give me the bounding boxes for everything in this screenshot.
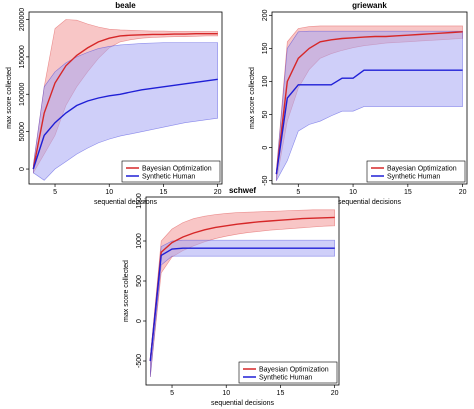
x-tick-label: 5 — [170, 390, 174, 397]
x-tick-label: 20 — [214, 189, 222, 196]
y-tick-label: 50 — [262, 111, 269, 119]
confidence-band-synthetic — [150, 239, 336, 378]
y-tick-label: 0 — [262, 146, 269, 150]
legend-label-synthetic: Synthetic Human — [142, 174, 195, 181]
series-line-bayesian — [275, 31, 463, 175]
legend-box — [366, 160, 466, 183]
x-axis-label: sequential decisions — [94, 199, 158, 206]
y-tick-label: -500 — [136, 354, 143, 368]
legend-label-synthetic: Synthetic Human — [259, 375, 312, 382]
x-axis-label: sequential decisions — [211, 400, 275, 407]
y-tick-label: 200 — [262, 9, 269, 21]
confidence-band-synthetic — [276, 30, 463, 181]
chart-title: schwef — [229, 186, 256, 195]
y-axis-label: max score collected — [123, 260, 130, 322]
x-tick-label: 5 — [296, 189, 300, 196]
y-tick-label: 150 — [262, 42, 269, 54]
x-tick-label: 10 — [105, 189, 113, 196]
y-tick-label: 200000 — [19, 8, 26, 31]
plot-frame — [145, 196, 340, 386]
confidence-band-synthetic — [32, 42, 218, 181]
series-line-bayesian — [149, 216, 335, 362]
legend-label-synthetic: Synthetic Human — [387, 174, 440, 181]
y-axis-label: max score collected — [6, 67, 13, 129]
x-tick-label: 15 — [277, 390, 285, 397]
y-tick-label: 0 — [136, 319, 143, 323]
chart-title: griewank — [352, 1, 387, 10]
series-line-synthetic — [32, 78, 218, 170]
legend-label-bayesian: Bayesian Optimization — [142, 166, 212, 173]
y-tick-label: -50 — [262, 176, 269, 186]
y-tick-label: 150000 — [19, 45, 26, 68]
x-tick-label: 10 — [349, 189, 357, 196]
y-tick-label: 1500 — [136, 193, 143, 209]
x-tick-label: 5 — [53, 189, 57, 196]
confidence-band-bayesian — [150, 209, 336, 378]
legend-label-bayesian: Bayesian Optimization — [387, 166, 457, 173]
legend-box — [121, 160, 221, 183]
chart-panel-beale: beale 5 10 15 20 0 50000 100000 150000 200000 sequ… — [6, 1, 223, 206]
y-tick-label: 100 — [262, 76, 269, 88]
x-axis-label: sequential decisions — [338, 199, 402, 206]
x-tick-label: 15 — [404, 189, 412, 196]
chart-title: beale — [115, 1, 136, 10]
plot-frame — [28, 11, 223, 185]
y-axis-label: max score collected — [249, 67, 256, 129]
y-tick-label: 500 — [136, 275, 143, 287]
chart-panel-griewank: griewank 5 10 15 20 -50 0 50 100 150 200 sequential… — [249, 1, 468, 206]
x-tick-label: 15 — [160, 189, 168, 196]
legend-label-bayesian: Bayesian Optimization — [259, 367, 329, 374]
y-tick-label: 50000 — [19, 122, 26, 142]
y-tick-label: 100000 — [19, 82, 26, 105]
chart-panel-schwef: schwef 5 10 15 20 -500 0 500 1000 1500 sequential … — [123, 186, 340, 407]
x-tick-label: 10 — [222, 390, 230, 397]
series-line-bayesian — [32, 33, 218, 170]
legend-box — [238, 361, 338, 384]
series-line-synthetic — [275, 69, 463, 175]
x-tick-label: 20 — [331, 390, 339, 397]
x-tick-label: 20 — [459, 189, 467, 196]
y-tick-label: 1000 — [136, 233, 143, 249]
plot-frame — [271, 11, 468, 185]
series-line-synthetic — [149, 247, 335, 362]
y-tick-label: 0 — [19, 167, 26, 171]
